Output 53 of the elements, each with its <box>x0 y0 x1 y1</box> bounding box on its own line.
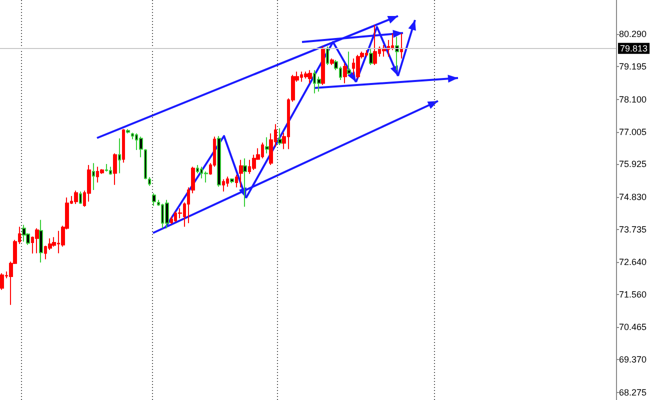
candlestick <box>148 176 151 186</box>
y-tick-label: 73.735 <box>619 224 647 235</box>
candlestick <box>235 174 238 188</box>
candlestick <box>356 54 360 79</box>
candlestick <box>126 128 130 134</box>
candlestick <box>79 191 82 205</box>
y-tick-label: 69.370 <box>619 354 647 365</box>
candlestick <box>243 158 247 208</box>
ref-line-label: 79.813 <box>620 43 648 54</box>
candlestick <box>35 228 39 254</box>
candlestick <box>105 164 108 172</box>
candlestick <box>74 190 78 205</box>
candlestick <box>373 24 377 66</box>
candlestick <box>226 176 229 188</box>
y-tick-label: 68.275 <box>619 387 647 398</box>
y-tick-label: 71.560 <box>619 289 647 300</box>
y-tick-label: 72.640 <box>619 257 647 268</box>
candlestick <box>122 128 125 164</box>
candlestick <box>22 224 26 242</box>
candlestick <box>239 159 243 188</box>
candlestick <box>304 71 308 79</box>
candlestick <box>347 51 351 76</box>
candlestick <box>109 166 112 176</box>
y-tick-label: 75.925 <box>619 159 647 170</box>
candlestick <box>139 136 143 158</box>
candlestick <box>278 128 282 146</box>
candlestick <box>217 136 221 188</box>
candlestick <box>230 178 234 184</box>
candlestick <box>265 136 269 154</box>
candlestick <box>308 70 312 84</box>
candlestick <box>87 164 91 202</box>
candlestick <box>118 138 121 174</box>
candlestick <box>39 219 43 263</box>
candlestick <box>222 178 225 192</box>
candlestick <box>326 46 329 66</box>
candlestick <box>369 48 373 66</box>
candlestick <box>321 46 325 86</box>
candlestick <box>330 58 334 66</box>
candlestick <box>113 152 117 186</box>
candlestick <box>165 199 169 229</box>
candlestick <box>152 192 156 206</box>
y-tick-label: 77.005 <box>619 126 647 137</box>
y-tick-label: 78.100 <box>619 94 647 104</box>
candlestick <box>343 62 347 84</box>
candlestick <box>92 162 95 191</box>
candlestick <box>395 36 399 71</box>
y-tick-label: 79.195 <box>619 62 647 72</box>
y-tick-label: 74.830 <box>619 192 647 202</box>
y-tick-label: 70.465 <box>619 322 647 332</box>
candlestick <box>144 148 147 180</box>
y-tick-label: 80.290 <box>619 29 647 40</box>
candlestick <box>0 272 4 290</box>
candlestick <box>400 32 403 59</box>
